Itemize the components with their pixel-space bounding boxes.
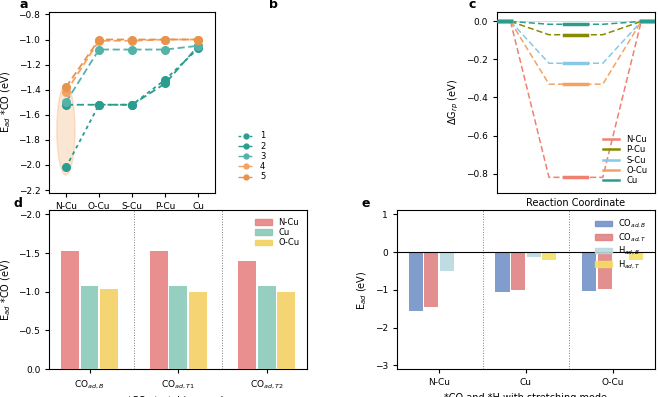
X-axis label: Reaction Coordinate: Reaction Coordinate xyxy=(526,198,626,208)
Bar xyxy=(238,261,256,369)
Bar xyxy=(258,286,276,369)
Bar xyxy=(277,292,295,369)
Bar xyxy=(149,251,168,369)
Legend: 1, 2, 3, 4, 5: 1, 2, 3, 4, 5 xyxy=(235,128,268,185)
Text: a: a xyxy=(20,0,28,11)
Bar xyxy=(597,252,612,289)
Bar xyxy=(80,286,99,369)
Bar xyxy=(169,286,187,369)
Text: e: e xyxy=(361,197,370,210)
Bar xyxy=(424,252,438,307)
Y-axis label: ΔG$_{rp}$ (eV): ΔG$_{rp}$ (eV) xyxy=(446,79,461,125)
Y-axis label: E$_{ad}$ (eV): E$_{ad}$ (eV) xyxy=(356,270,369,310)
Y-axis label: E$_{ad}$ *CO (eV): E$_{ad}$ *CO (eV) xyxy=(0,71,13,133)
Bar xyxy=(526,252,541,256)
Bar xyxy=(495,252,509,293)
Text: c: c xyxy=(468,0,476,11)
Bar xyxy=(582,252,596,291)
Text: b: b xyxy=(269,0,278,11)
Bar xyxy=(409,252,423,310)
Bar xyxy=(100,289,118,369)
Bar xyxy=(189,292,207,369)
Bar xyxy=(440,252,454,271)
Y-axis label: E$_{ad}$ *CO (eV): E$_{ad}$ *CO (eV) xyxy=(0,259,13,321)
Bar xyxy=(61,251,79,369)
Text: d: d xyxy=(13,197,22,210)
Bar xyxy=(629,252,643,260)
X-axis label: *CO and *H with stretching mode: *CO and *H with stretching mode xyxy=(444,393,607,397)
X-axis label: *CO stretching mode: *CO stretching mode xyxy=(127,396,229,397)
Legend: N-Cu, Cu, O-Cu: N-Cu, Cu, O-Cu xyxy=(251,214,303,251)
Bar xyxy=(511,252,525,290)
Legend: CO$_{ad,B}$, CO$_{ad,T}$, H$_{ad,B}$, H$_{ad,T}$: CO$_{ad,B}$, CO$_{ad,T}$, H$_{ad,B}$, H$… xyxy=(592,214,651,274)
Bar xyxy=(542,252,556,260)
Legend: N-Cu, P-Cu, S-Cu, O-Cu, Cu: N-Cu, P-Cu, S-Cu, O-Cu, Cu xyxy=(599,132,651,189)
Ellipse shape xyxy=(57,85,75,175)
